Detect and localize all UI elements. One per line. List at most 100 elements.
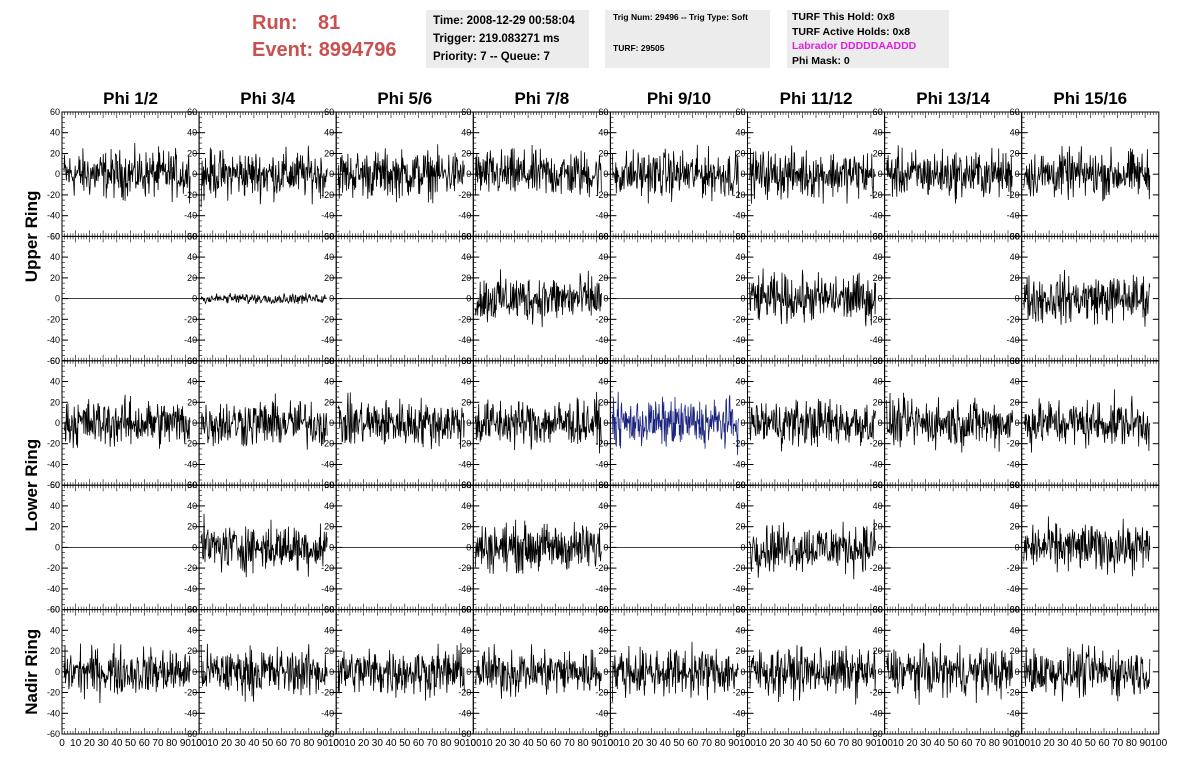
y-tick-label: 60 xyxy=(735,480,745,490)
column-header: Phi 9/10 xyxy=(647,89,711,108)
waveform-trace xyxy=(886,392,1014,453)
y-tick-label: 20 xyxy=(598,397,608,407)
y-tick-label: 60 xyxy=(873,480,883,490)
y-tick-label: 20 xyxy=(598,522,608,532)
y-tick-label: 20 xyxy=(324,522,334,532)
y-tick-label: -40 xyxy=(47,335,60,345)
y-tick-label: 40 xyxy=(735,501,745,511)
y-tick-label: 20 xyxy=(187,522,197,532)
y-tick-label: 0 xyxy=(603,169,608,179)
y-tick-label: 40 xyxy=(1010,252,1020,262)
y-tick-label: -20 xyxy=(595,190,608,200)
y-tick-label: -40 xyxy=(184,211,197,221)
y-tick-label: 0 xyxy=(878,294,883,304)
y-tick-label: -20 xyxy=(458,439,471,449)
y-tick-label: -20 xyxy=(184,190,197,200)
event-label: Event: xyxy=(252,39,314,61)
y-tick-label: 20 xyxy=(50,148,60,158)
y-tick-label: -20 xyxy=(1007,190,1020,200)
y-tick-label: 20 xyxy=(187,646,197,656)
waveform-trace xyxy=(749,268,876,327)
y-tick-label: -20 xyxy=(321,190,334,200)
y-tick-label: 60 xyxy=(324,107,334,117)
y-tick-label: 40 xyxy=(461,501,471,511)
y-tick-label: 0 xyxy=(55,418,60,428)
y-tick-label: 60 xyxy=(187,480,197,490)
y-tick-label: -20 xyxy=(595,439,608,449)
panel-frame xyxy=(472,484,611,611)
y-tick-label: 40 xyxy=(324,128,334,138)
y-tick-label: 0 xyxy=(466,169,471,179)
y-tick-label: 60 xyxy=(324,356,334,366)
y-tick-label: -20 xyxy=(321,314,334,324)
y-tick-label: -20 xyxy=(1007,563,1020,573)
y-tick-label: -20 xyxy=(1007,439,1020,449)
run-label: Run: xyxy=(252,12,298,34)
y-tick-label: 60 xyxy=(461,480,471,490)
y-tick-label: 0 xyxy=(55,667,60,677)
y-tick-label: 0 xyxy=(1015,542,1020,552)
y-tick-label: 20 xyxy=(187,273,197,283)
y-tick-label: 40 xyxy=(873,128,883,138)
waveform-trace xyxy=(63,394,191,449)
y-tick-label: 60 xyxy=(187,356,197,366)
y-tick-label: 20 xyxy=(873,397,883,407)
panel-frame xyxy=(335,111,474,237)
y-tick-label: -40 xyxy=(595,335,608,345)
y-tick-label: 0 xyxy=(740,418,745,428)
turf-text: TURF: 29505 xyxy=(613,43,665,53)
y-tick-label: 60 xyxy=(1010,480,1020,490)
y-tick-label: 60 xyxy=(50,107,60,117)
y-tick-label: 20 xyxy=(50,522,60,532)
time-info-box: Time: 2008-12-29 00:58:04 Trigger: 219.0… xyxy=(426,10,589,68)
y-tick-label: -40 xyxy=(458,584,471,594)
y-tick-label: 60 xyxy=(735,231,745,241)
waveform-trace xyxy=(612,391,739,456)
y-tick-label: -40 xyxy=(321,584,334,594)
y-tick-label: 40 xyxy=(1010,501,1020,511)
y-tick-label: -20 xyxy=(184,314,197,324)
y-tick-label: -20 xyxy=(870,190,883,200)
y-tick-label: 40 xyxy=(1010,377,1020,387)
y-tick-label: 20 xyxy=(461,148,471,158)
priority-text: Priority: 7 -- Queue: 7 xyxy=(433,51,550,63)
y-tick-label: 40 xyxy=(598,501,608,511)
waveform-trace xyxy=(200,145,328,208)
y-tick-label: 60 xyxy=(598,107,608,117)
y-tick-label: -20 xyxy=(870,563,883,573)
y-tick-label: 20 xyxy=(50,397,60,407)
y-tick-label: 60 xyxy=(1010,231,1020,241)
y-tick-label: -20 xyxy=(732,439,745,449)
turf-active-text: TURF Active Holds: 0x8 xyxy=(792,25,911,38)
y-tick-label: -40 xyxy=(595,211,608,221)
y-tick-label: 40 xyxy=(598,252,608,262)
y-tick-label: -40 xyxy=(732,211,745,221)
y-tick-label: -40 xyxy=(184,708,197,718)
y-tick-label: 0 xyxy=(329,542,334,552)
y-tick-label: -20 xyxy=(47,439,60,449)
y-tick-label: 40 xyxy=(187,252,197,262)
y-tick-label: 20 xyxy=(1010,522,1020,532)
y-tick-label: -40 xyxy=(870,335,883,345)
y-tick-label: -60 xyxy=(47,480,60,490)
y-tick-label: 40 xyxy=(598,377,608,387)
waveform-trace xyxy=(886,145,1014,204)
y-tick-label: 60 xyxy=(324,231,334,241)
y-tick-label: 20 xyxy=(324,148,334,158)
y-tick-label: -40 xyxy=(870,584,883,594)
waveform-trace xyxy=(1023,389,1151,453)
y-tick-label: -20 xyxy=(1007,314,1020,324)
trigger-info-box: Trig Num: 29496 -- Trig Type: Soft TURF:… xyxy=(605,10,770,68)
waveform-trace xyxy=(1023,269,1151,327)
y-tick-label: 20 xyxy=(50,646,60,656)
y-tick-label: 60 xyxy=(1010,107,1020,117)
y-tick-label: 0 xyxy=(466,542,471,552)
y-tick-label: -40 xyxy=(870,459,883,469)
y-tick-label: 0 xyxy=(192,667,197,677)
y-tick-label: -40 xyxy=(1007,584,1020,594)
y-tick-label: 0 xyxy=(740,169,745,179)
y-tick-label: -40 xyxy=(47,459,60,469)
column-header: Phi 3/4 xyxy=(240,89,295,108)
panel-frame xyxy=(884,360,1023,486)
